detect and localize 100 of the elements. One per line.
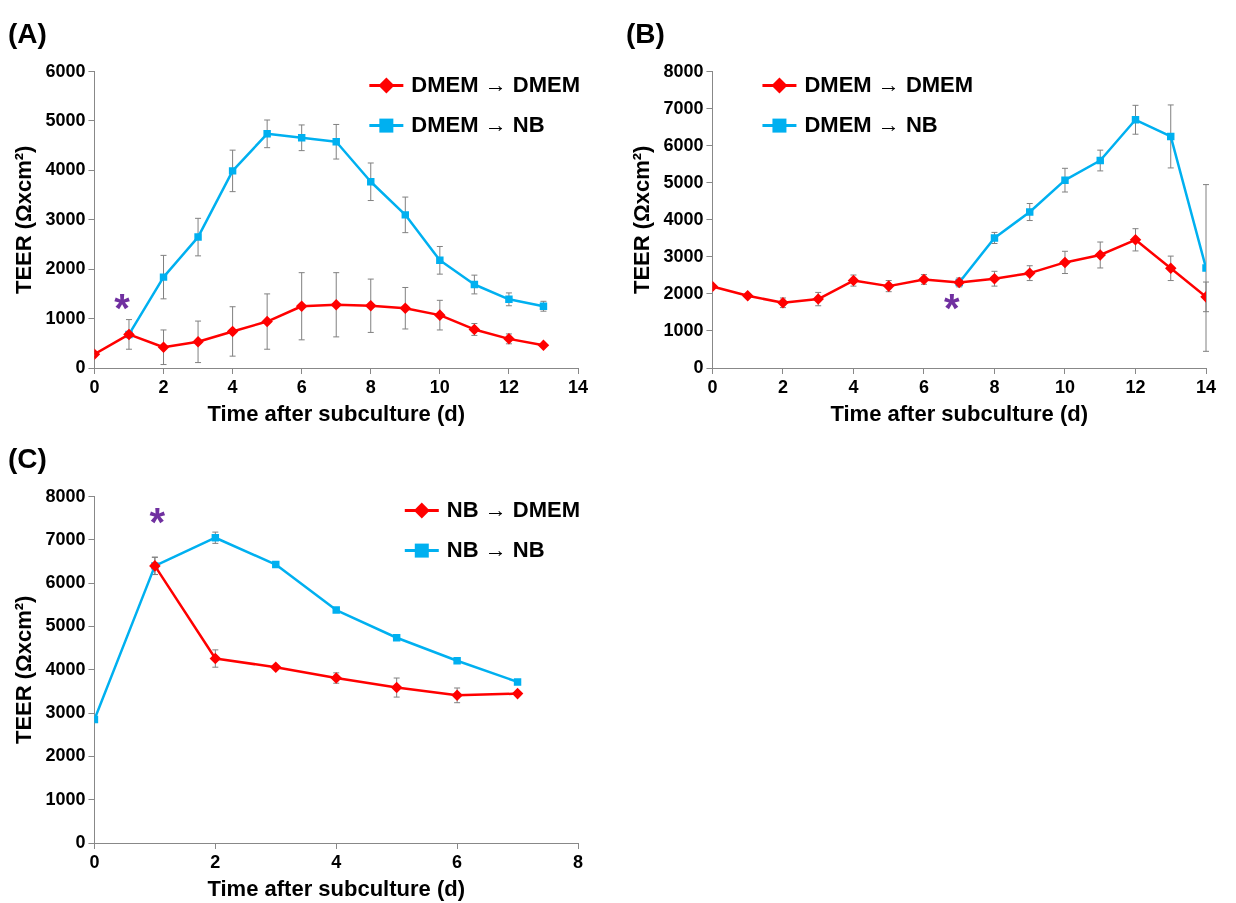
- point: [263, 130, 271, 138]
- y-tick-label: 2000: [45, 258, 86, 279]
- point: [227, 326, 238, 337]
- annotation: *: [944, 285, 961, 330]
- point: [297, 134, 306, 142]
- x-tick-label: 14: [567, 376, 589, 397]
- legend-label: DMEM → DMEM: [804, 71, 974, 97]
- point: [332, 138, 340, 146]
- x-axis-title: Time after subculture (d): [830, 400, 1088, 426]
- y-tick-label: 0: [75, 356, 86, 377]
- x-tick-label: 4: [848, 376, 859, 397]
- y-tick-label: 4000: [663, 208, 704, 229]
- point: [367, 178, 375, 186]
- y-tick-label: 3000: [45, 208, 86, 229]
- y-tick-label: 5000: [45, 109, 86, 130]
- y-tick-label: 1000: [663, 319, 704, 340]
- y-tick-label: 1000: [45, 307, 86, 328]
- point: [401, 211, 410, 219]
- point: [538, 340, 549, 351]
- y-tick-label: 0: [693, 356, 704, 377]
- point: [365, 300, 377, 312]
- x-tick-label: 4: [227, 376, 238, 397]
- y-tick-label: 5000: [663, 171, 704, 192]
- y-tick-label: 4000: [45, 159, 86, 180]
- point: [270, 661, 282, 673]
- annotation: *: [149, 500, 166, 545]
- y-tick-label: 3000: [45, 702, 86, 723]
- legend-label: NB → DMEM: [446, 496, 580, 522]
- y-tick-label: 4000: [45, 658, 86, 679]
- point: [742, 290, 753, 301]
- point: [434, 309, 446, 321]
- y-tick-label: 7000: [45, 528, 86, 549]
- point: [272, 560, 280, 569]
- chart-title: (C): [8, 442, 47, 474]
- point: [261, 316, 273, 327]
- y-tick-label: 8000: [663, 60, 704, 81]
- point: [436, 256, 444, 265]
- point: [159, 273, 168, 281]
- legend-label: NB → NB: [446, 536, 545, 562]
- point: [512, 688, 523, 699]
- x-tick-label: 0: [89, 376, 100, 397]
- chart-title: (A): [8, 17, 47, 49]
- point: [194, 233, 202, 241]
- y-tick-label: 0: [75, 831, 86, 852]
- point: [470, 280, 479, 289]
- x-tick-label: 8: [572, 851, 584, 872]
- x-tick-label: 10: [429, 376, 450, 397]
- y-tick-label: 2000: [45, 745, 86, 766]
- point: [453, 656, 461, 665]
- x-tick-label: 6: [452, 851, 463, 872]
- y-axis-title: TEER (Ωxcm²): [11, 595, 37, 745]
- point: [513, 678, 522, 686]
- x-tick-label: 6: [918, 376, 929, 397]
- annotation: *: [114, 285, 131, 330]
- x-tick-label: 10: [1054, 376, 1075, 397]
- point: [1094, 249, 1106, 261]
- x-tick-label: 2: [210, 851, 221, 872]
- x-tick-label: 0: [707, 376, 718, 397]
- x-tick-label: 4: [331, 851, 342, 872]
- x-tick-label: 8: [365, 376, 376, 397]
- point: [158, 342, 169, 353]
- point: [330, 299, 342, 311]
- legend-label: DMEM → NB: [411, 111, 545, 137]
- point: [400, 302, 411, 314]
- x-tick-label: 6: [296, 376, 307, 397]
- point: [192, 336, 204, 348]
- y-tick-label: 3000: [663, 245, 704, 266]
- y-tick-label: 6000: [45, 60, 86, 81]
- point: [1167, 132, 1175, 141]
- y-tick-label: 6000: [45, 572, 86, 593]
- x-tick-label: 14: [1195, 376, 1217, 397]
- y-axis-title: TEER (Ωxcm²): [11, 145, 37, 295]
- y-tick-label: 6000: [663, 134, 704, 155]
- point: [1131, 116, 1140, 124]
- y-tick-label: 1000: [45, 788, 86, 809]
- point: [1096, 156, 1104, 165]
- x-tick-label: 12: [498, 376, 519, 397]
- x-tick-label: 12: [1125, 376, 1146, 397]
- x-tick-label: 2: [158, 376, 169, 397]
- point: [391, 682, 402, 693]
- legend-label: DMEM → NB: [804, 111, 938, 137]
- y-tick-label: 7000: [663, 97, 704, 118]
- point: [210, 653, 221, 664]
- point: [332, 606, 340, 614]
- y-axis-title: TEER (Ωxcm²): [629, 145, 655, 295]
- x-tick-label: 0: [89, 851, 100, 872]
- point: [296, 301, 307, 312]
- point: [1026, 208, 1034, 216]
- point: [1130, 234, 1141, 246]
- point: [1059, 257, 1071, 268]
- chart-title: (B): [626, 17, 665, 49]
- y-tick-label: 2000: [663, 282, 704, 303]
- point: [392, 634, 401, 642]
- y-tick-label: 5000: [45, 615, 86, 636]
- x-axis-title: Time after subculture (d): [207, 400, 465, 426]
- point: [1061, 176, 1069, 184]
- y-tick-label: 8000: [45, 485, 86, 506]
- legend-label: DMEM → DMEM: [411, 71, 580, 97]
- x-tick-label: 8: [989, 376, 1000, 397]
- x-axis-title: Time after subculture (d): [207, 875, 465, 901]
